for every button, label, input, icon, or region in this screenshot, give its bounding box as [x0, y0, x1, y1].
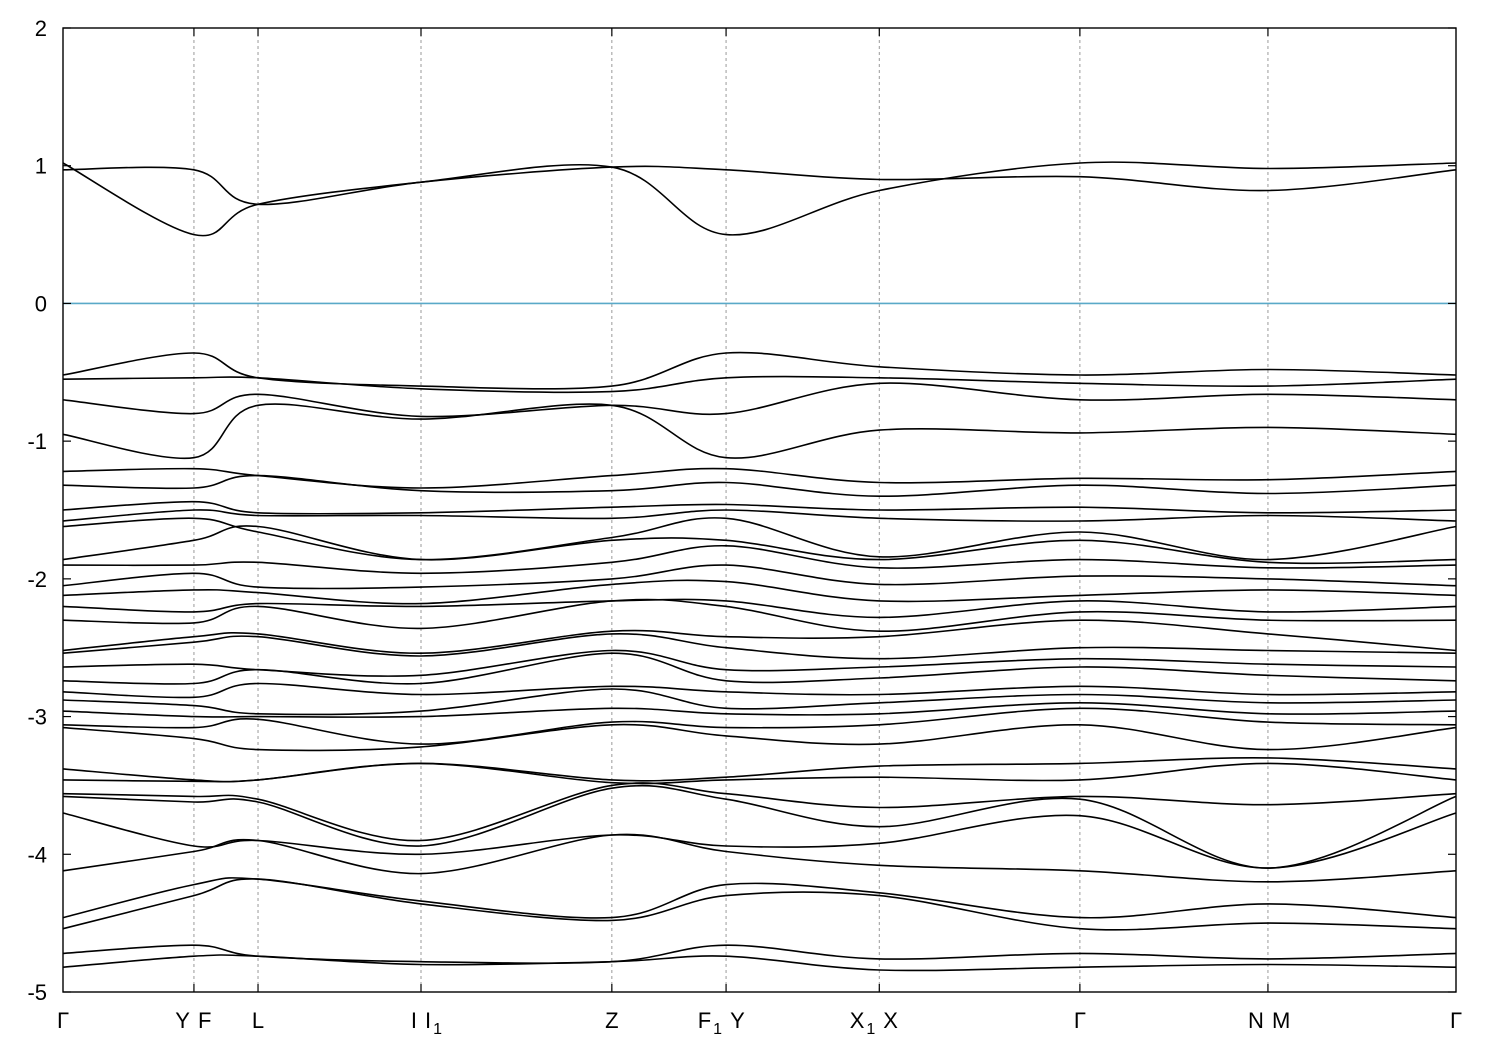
x-kpoint-label: Y [730, 1008, 745, 1033]
x-kpoint-label: Γ [1074, 1008, 1086, 1033]
y-tick-label: 0 [35, 291, 47, 316]
y-tick-label: -1 [27, 429, 47, 454]
band-line-21 [62, 652, 1457, 685]
band-line-17 [62, 598, 1457, 633]
band-line-13 [62, 544, 1457, 575]
band-line-18 [62, 619, 1457, 655]
band-line-25 [62, 707, 1457, 745]
band-line-36 [62, 954, 1457, 972]
energy-bands [62, 161, 1457, 972]
band-line-8 [62, 474, 1457, 498]
y-tick-label: 2 [35, 16, 47, 41]
x-kpoint-label: Y [175, 1008, 190, 1033]
y-tick-label: -4 [27, 842, 47, 867]
plot-frame [62, 27, 1457, 993]
band-line-35 [62, 944, 1457, 964]
x-kpoint-label: F [198, 1008, 211, 1033]
x-axis-kpoint-labels: Γ ΓY F L I I 1 Z F 1 Y X 1 X Γ N M [57, 28, 1462, 1038]
band-line-22 [62, 682, 1457, 699]
x-kpoint-label: I [411, 1008, 417, 1033]
band-line-30 [62, 784, 1457, 869]
band-line-6 [62, 403, 1457, 460]
band-line-9 [62, 500, 1457, 515]
band-line-15 [62, 579, 1457, 605]
band-line-1 [62, 161, 1457, 237]
band-line-7 [62, 467, 1457, 489]
band-line-3 [62, 351, 1457, 390]
x-kpoint-label: N [1248, 1008, 1264, 1033]
band-line-2 [62, 165, 1457, 206]
band-line-11 [62, 517, 1457, 561]
band-line-29 [62, 782, 1457, 842]
y-axis: 2 1 0 -1 -2 -3 -4 -5 [27, 16, 1456, 1005]
y-tick-label: -5 [27, 980, 47, 1005]
y-tick-label: -2 [27, 567, 47, 592]
band-line-24 [62, 701, 1457, 718]
x-kpoint-label: Γ [57, 1008, 69, 1033]
band-line-14 [62, 564, 1457, 590]
x-kpoint-label: Z [605, 1008, 618, 1033]
y-tick-label: 1 [35, 154, 47, 179]
x-kpoint-label: X [883, 1008, 898, 1033]
band-line-34 [62, 878, 1457, 931]
band-line-33 [62, 877, 1457, 919]
band-line-4 [62, 375, 1457, 394]
band-line-5 [62, 382, 1457, 418]
band-line-26 [62, 723, 1457, 752]
band-line-12 [62, 525, 1457, 565]
y-tick-label: -3 [27, 705, 47, 730]
band-line-23 [62, 688, 1457, 716]
x-kpoint-label: M [1272, 1008, 1290, 1033]
x-kpoint-label: L [252, 1008, 264, 1033]
band-line-19 [62, 633, 1457, 660]
band-line-16 [62, 598, 1457, 619]
band-line-31 [62, 812, 1457, 869]
band-line-28 [62, 762, 1457, 785]
band-line-32 [62, 833, 1457, 883]
x-kpoint-label: Γ [1450, 1008, 1462, 1033]
band-line-20 [62, 649, 1457, 677]
band-line-10 [62, 509, 1457, 522]
